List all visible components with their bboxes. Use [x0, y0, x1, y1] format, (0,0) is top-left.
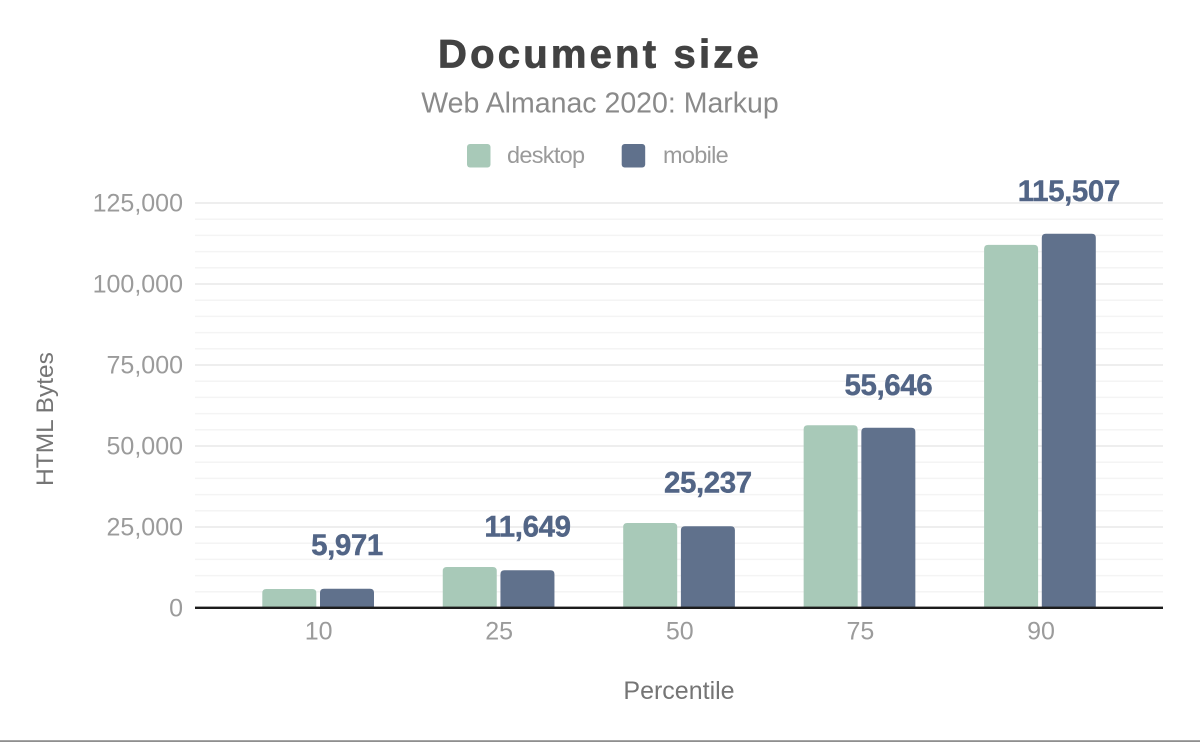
- svg-text:50,000: 50,000: [107, 432, 183, 460]
- svg-text:75,000: 75,000: [107, 351, 183, 379]
- svg-text:50: 50: [666, 617, 694, 645]
- svg-text:desktop: desktop: [507, 142, 585, 168]
- svg-text:25,237: 25,237: [664, 466, 752, 499]
- svg-text:115,507: 115,507: [1018, 175, 1120, 208]
- svg-text:Web Almanac 2020: Markup: Web Almanac 2020: Markup: [421, 88, 779, 120]
- svg-text:5,971: 5,971: [311, 529, 383, 562]
- svg-text:Percentile: Percentile: [623, 677, 734, 705]
- svg-text:11,649: 11,649: [484, 511, 570, 544]
- svg-text:Document size: Document size: [438, 33, 762, 77]
- svg-text:55,646: 55,646: [844, 369, 932, 402]
- svg-text:90: 90: [1027, 617, 1055, 645]
- svg-text:125,000: 125,000: [93, 189, 183, 217]
- svg-text:HTML Bytes: HTML Bytes: [32, 352, 59, 486]
- svg-text:25,000: 25,000: [107, 513, 183, 541]
- svg-text:10: 10: [305, 617, 333, 645]
- svg-text:mobile: mobile: [663, 142, 729, 168]
- svg-text:100,000: 100,000: [93, 270, 183, 298]
- svg-text:25: 25: [485, 617, 513, 645]
- svg-text:0: 0: [169, 594, 183, 622]
- svg-text:75: 75: [846, 617, 874, 645]
